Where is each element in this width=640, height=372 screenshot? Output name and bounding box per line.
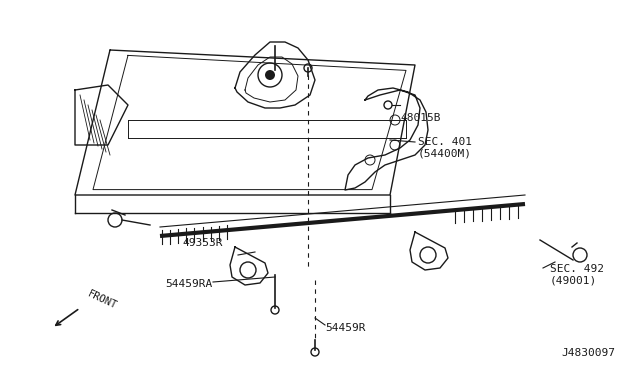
Text: J4830097: J4830097 [561, 348, 615, 358]
Text: FRONT: FRONT [86, 289, 118, 311]
Text: SEC. 401
(54400M): SEC. 401 (54400M) [418, 137, 472, 159]
Text: SEC. 492
(49001): SEC. 492 (49001) [550, 264, 604, 286]
Text: 54459R: 54459R [325, 323, 365, 333]
Text: 54459RA: 54459RA [166, 279, 213, 289]
Text: 48015B: 48015B [400, 113, 440, 123]
Text: 49353R: 49353R [182, 238, 223, 248]
Circle shape [265, 70, 275, 80]
